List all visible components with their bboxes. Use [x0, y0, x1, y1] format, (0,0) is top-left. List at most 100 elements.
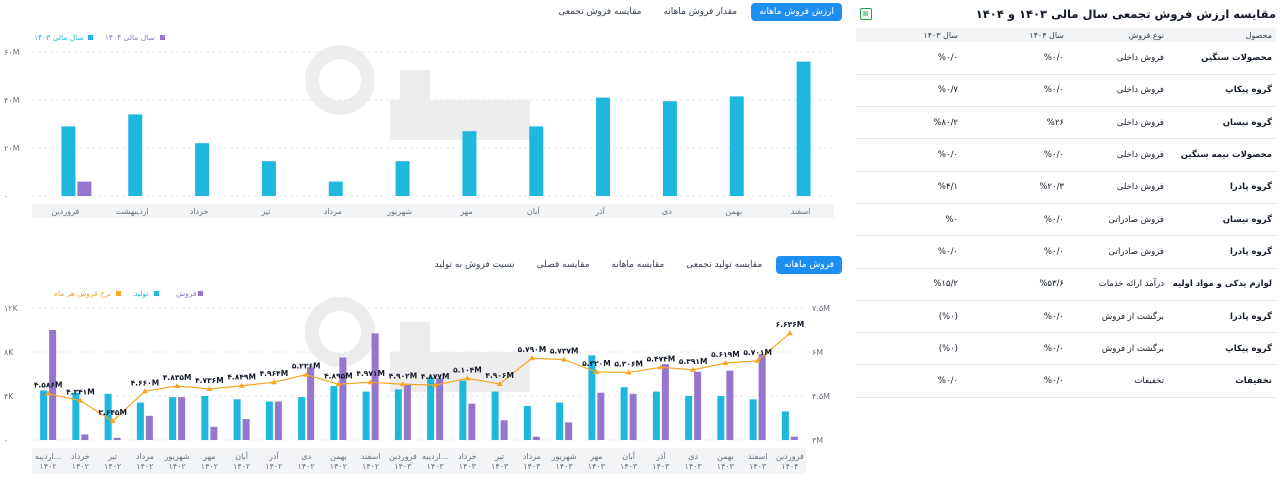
x-tick-label: بهمن [725, 207, 742, 216]
rate-point [786, 330, 793, 336]
rate-line [47, 332, 791, 422]
bar-sales [565, 422, 573, 440]
table-row: گروه نیسان فروش داخلی %۲۶ %۸۰/۲ [856, 106, 1276, 140]
page-title: مقایسه ارزش فروش تجمعی سال مالی ۱۴۰۳ و ۱… [975, 7, 1276, 21]
bar-sales [726, 370, 734, 440]
bar-production [652, 391, 660, 440]
rate-point-label: ۵.۷۰۱M [743, 348, 772, 357]
value-1403-cell: %۰/۰ [856, 235, 962, 269]
bar-sales [436, 378, 444, 440]
value-1403-cell: %۰/۷ [856, 74, 962, 108]
tab-monthly-comparison[interactable]: مقایسه ماهانه [611, 260, 665, 270]
y-tick-label: ۲۰M [4, 144, 20, 153]
bar-sales [532, 436, 540, 440]
column-header-sale-type: نوع فروش [1068, 28, 1168, 42]
x-tick-year: ۱۴۰۳ [459, 462, 477, 471]
bar-production [588, 355, 596, 440]
tab-sales-to-production-ratio[interactable]: نسبت فروش به تولید [434, 260, 515, 270]
x-tick-label: اسفند [791, 207, 811, 216]
bar-production [201, 396, 209, 440]
tab-monthly-sales[interactable]: فروش ماهانه [776, 256, 842, 274]
sales-production-chart: ۱۲K ۷.۵M ۸K ۶M ۴K ۴.۵M ۰ ۳M فروش تولید نرخ فروش هر… [4, 289, 830, 474]
tab-cumulative-sales-comparison[interactable]: مقایسه فروش تجمعی [558, 7, 642, 17]
product-cell: گروه نیسان [1168, 203, 1276, 237]
x-tick-year: ۱۴۰۲ [330, 462, 347, 471]
rate-point [432, 382, 439, 388]
x-tick-year: ۱۴۰۳ [652, 462, 670, 471]
bar-sales [468, 403, 476, 440]
bar-sales [49, 330, 57, 440]
bar-production [781, 411, 789, 440]
bar-sales [274, 401, 282, 440]
bar-1403 [261, 161, 276, 196]
tab-monthly-sales-value[interactable]: ارزش فروش ماهانه [751, 3, 842, 21]
legend-label-1404: سال مالی ۱۴۰۴ [105, 33, 155, 42]
sale-type-cell: برگشت از فروش [1068, 300, 1168, 334]
rate-point [270, 379, 277, 385]
y-left-tick-label: ۴K [4, 392, 14, 401]
bar-sales [661, 364, 669, 440]
x-tick-month: بهمن [717, 452, 734, 461]
rate-point [335, 381, 342, 387]
bar-1403 [61, 126, 76, 196]
table-row: لوازم یدکی و مواد اولیه درآمد ارائه خدمات… [856, 268, 1276, 301]
bar-production [491, 391, 499, 440]
value-1403-cell: (%۰) [856, 332, 962, 366]
bar-sales [629, 393, 637, 440]
rate-point [367, 379, 374, 385]
x-tick-year: ۱۴۰۳ [556, 462, 574, 471]
column-header-product: محصول [1168, 28, 1276, 42]
sale-type-cell: فروش صادراتی [1068, 203, 1168, 237]
value-1403-cell: %۰/۰ [856, 42, 962, 75]
rate-point-label: ۵.۳۲۰M [582, 359, 611, 368]
value-1403-cell: %۱۵/۲ [856, 268, 962, 301]
product-cell: گروه پادرا [1168, 235, 1276, 269]
x-tick-year: ۱۴۰۳ [427, 462, 445, 471]
rate-point-label: ۵.۱۰۴M [453, 365, 482, 374]
value-1403-cell: %۴/۱ [856, 171, 962, 204]
y-tick-label: ۶۰M [4, 48, 20, 57]
bar-1403 [729, 96, 744, 196]
bar-1404 [77, 181, 92, 196]
tab-seasonal-comparison[interactable]: مقایسه فصلی [536, 260, 590, 270]
tab-monthly-sales-quantity[interactable]: مقدار فروش ماهانه [663, 7, 738, 17]
bar-sales [242, 419, 250, 440]
rate-point-label: ۵.۲۲۶M [292, 362, 321, 371]
x-tick-year: ۱۴۰۲ [72, 462, 89, 471]
x-tick-month: بهمن [330, 452, 347, 461]
y-left-tick-label: ۱۲K [4, 304, 19, 313]
legend-swatch-sales [198, 291, 203, 296]
bar-production [72, 392, 80, 440]
rate-point [206, 385, 213, 391]
sale-type-cell: فروش داخلی [1068, 138, 1168, 172]
x-tick-label: خرداد [190, 207, 209, 216]
value-1403-cell: %۰/۰ [856, 364, 962, 398]
product-cell: گروه پیکاپ [1168, 332, 1276, 366]
rate-point [45, 390, 52, 396]
product-cell: گروه پیکاپ [1168, 74, 1276, 108]
rate-point-label: ۴.۸۹۵M [324, 371, 353, 380]
rate-point [625, 369, 632, 375]
rate-point [141, 388, 148, 394]
y-right-tick-label: ۷.۵M [812, 304, 830, 313]
table-row: تخفیفات تخفیفات %۰/۰ %۰/۰ [856, 364, 1276, 398]
excel-export-icon[interactable] [860, 8, 872, 20]
x-tick-year: ۱۴۰۲ [265, 462, 282, 471]
sale-type-cell: فروش صادراتی [1068, 235, 1168, 269]
value-1404-cell: %۰/۰ [962, 332, 1068, 366]
bar-1403 [128, 114, 143, 196]
x-tick-month: آبان [235, 451, 249, 461]
bar-1403 [662, 101, 677, 196]
tab-cumulative-production[interactable]: مقایسه تولید تجمعی [686, 260, 763, 270]
x-tick-month: آذر [268, 451, 279, 461]
x-tick-month: دی [301, 452, 311, 461]
bar-sales [371, 333, 379, 440]
x-tick-month: دی [688, 452, 698, 461]
value-1404-cell: %۰/۰ [962, 203, 1068, 237]
table-row: محصولات سنگین فروش داخلی %۰/۰ %۰/۰ [856, 42, 1276, 75]
legend-swatch-1404 [160, 35, 165, 40]
rate-point-label: ۵.۷۳۷M [550, 347, 579, 356]
bar-production [685, 396, 693, 440]
value-1404-cell: %۵۳/۶ [962, 268, 1068, 301]
x-tick-year: ۱۴۰۳ [491, 462, 509, 471]
